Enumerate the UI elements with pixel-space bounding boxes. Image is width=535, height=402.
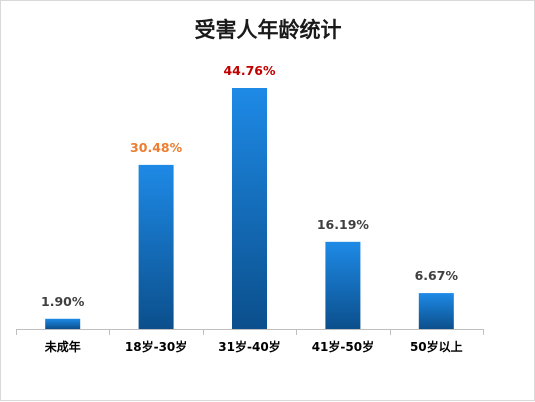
bars: 1.90% 30.48% 44.76% 16.19% 6.67% [41, 63, 458, 329]
chart-title: 受害人年龄统计 [195, 17, 342, 42]
x-tick-label: 50岁以上 [410, 339, 463, 354]
bar-1 [138, 164, 174, 329]
data-label: 30.48% [130, 140, 183, 155]
x-axis: 未成年 18岁-30岁 31岁-40岁 41岁-50岁 50岁以上 [16, 329, 484, 354]
x-tick-label: 未成年 [44, 339, 81, 354]
x-tick-label: 31岁-40岁 [218, 339, 280, 354]
data-label: 6.67% [415, 268, 459, 283]
data-label: 1.90% [41, 294, 85, 309]
bar-4 [418, 293, 454, 329]
x-tick-label: 18岁-30岁 [125, 339, 187, 354]
bar-2 [232, 88, 267, 329]
data-label: 16.19% [317, 217, 370, 232]
data-label: 44.76% [223, 63, 276, 78]
bar-3 [325, 241, 361, 329]
bar-0 [45, 318, 81, 329]
x-tick-label: 41岁-50岁 [312, 339, 374, 354]
